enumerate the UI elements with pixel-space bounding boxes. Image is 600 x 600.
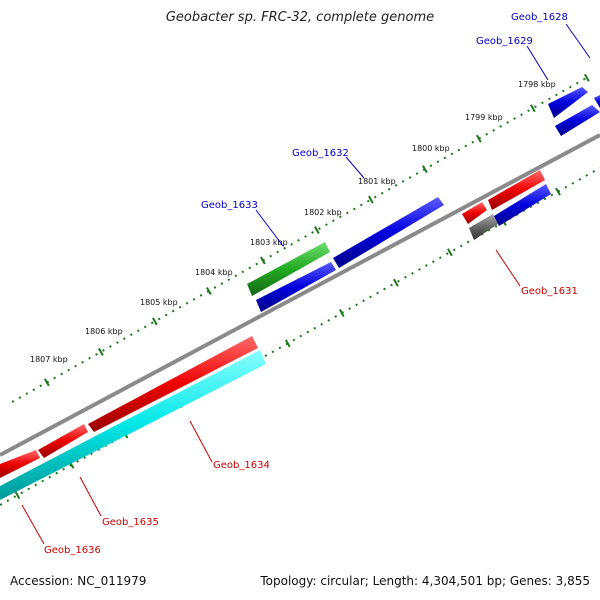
label-geob-1629[interactable]: Geob_1629 bbox=[476, 36, 533, 47]
major-tick-mark bbox=[314, 226, 320, 234]
gene-geob-1628[interactable] bbox=[548, 87, 588, 118]
gene-geob-1633-rna[interactable] bbox=[247, 242, 330, 296]
gene-geob-1635[interactable] bbox=[38, 424, 88, 458]
label-geob-1628[interactable]: Geob_1628 bbox=[511, 12, 568, 23]
major-tick-mark bbox=[338, 309, 345, 317]
accession-text: Accession: NC_011979 bbox=[10, 574, 147, 588]
tick-label-1801: 1801 kbp bbox=[358, 177, 396, 186]
major-tick-mark bbox=[284, 339, 291, 348]
tick-label-1798: 1798 kbp bbox=[518, 80, 556, 89]
genome-backbone bbox=[0, 133, 600, 457]
gene-geob-1631-b[interactable] bbox=[488, 170, 545, 210]
tick-label-1804: 1804 kbp bbox=[195, 268, 233, 277]
tick-label-1803: 1803 kbp bbox=[250, 238, 288, 247]
label-geob-1636[interactable]: Geob_1636 bbox=[44, 545, 101, 556]
tick-label-1805: 1805 kbp bbox=[140, 298, 178, 307]
major-tick-mark bbox=[530, 104, 536, 113]
gene-cds-cyan[interactable] bbox=[0, 350, 266, 500]
tick-label-1800: 1800 kbp bbox=[412, 144, 450, 153]
gene-geob-1631-a[interactable] bbox=[462, 202, 487, 224]
gene-geob-1631-pseudo[interactable] bbox=[469, 214, 498, 240]
major-tick-mark bbox=[14, 491, 21, 500]
tick-label-1807: 1807 kbp bbox=[30, 355, 68, 364]
major-tick-mark bbox=[555, 187, 561, 196]
gene-geob-1634[interactable] bbox=[88, 336, 258, 432]
gene-geob-1632[interactable] bbox=[333, 197, 444, 268]
tick-label-1799: 1799 kbp bbox=[465, 113, 503, 122]
label-geob-1635[interactable]: Geob_1635 bbox=[102, 517, 159, 528]
label-geob-1632[interactable]: Geob_1632 bbox=[292, 148, 349, 159]
gene-geob-1629[interactable] bbox=[555, 105, 600, 136]
major-tick-mark bbox=[368, 195, 374, 204]
major-tick-mark bbox=[422, 165, 428, 174]
tick-label-1802: 1802 kbp bbox=[304, 208, 342, 217]
label-geob-1633[interactable]: Geob_1633 bbox=[201, 200, 258, 211]
major-tick-mark bbox=[476, 134, 482, 143]
map-title: Geobacter sp. FRC-32, complete genome bbox=[165, 10, 435, 25]
major-tick-mark bbox=[98, 347, 104, 356]
outer-tick-ring bbox=[11, 75, 591, 403]
major-tick-mark bbox=[152, 317, 158, 326]
gene-geob-1636[interactable] bbox=[0, 450, 40, 478]
tick-label-1806: 1806 kbp bbox=[85, 327, 123, 336]
major-tick-mark bbox=[393, 278, 399, 287]
inner-tick-ring bbox=[0, 167, 600, 506]
label-leaders bbox=[21, 23, 591, 545]
major-tick-mark bbox=[260, 256, 266, 265]
gene-geob-1628-partial[interactable] bbox=[594, 95, 600, 108]
genome-summary-text: Topology: circular; Length: 4,304,501 bp… bbox=[260, 574, 590, 588]
major-tick-mark bbox=[447, 248, 453, 257]
label-geob-1634[interactable]: Geob_1634 bbox=[213, 460, 270, 471]
major-tick-mark bbox=[44, 378, 50, 387]
gene-geob-1631-c[interactable] bbox=[494, 184, 551, 226]
gene-geob-1633[interactable] bbox=[256, 262, 336, 312]
label-geob-1631[interactable]: Geob_1631 bbox=[521, 286, 578, 297]
major-tick-mark bbox=[206, 287, 212, 295]
major-tick-mark bbox=[584, 73, 590, 82]
